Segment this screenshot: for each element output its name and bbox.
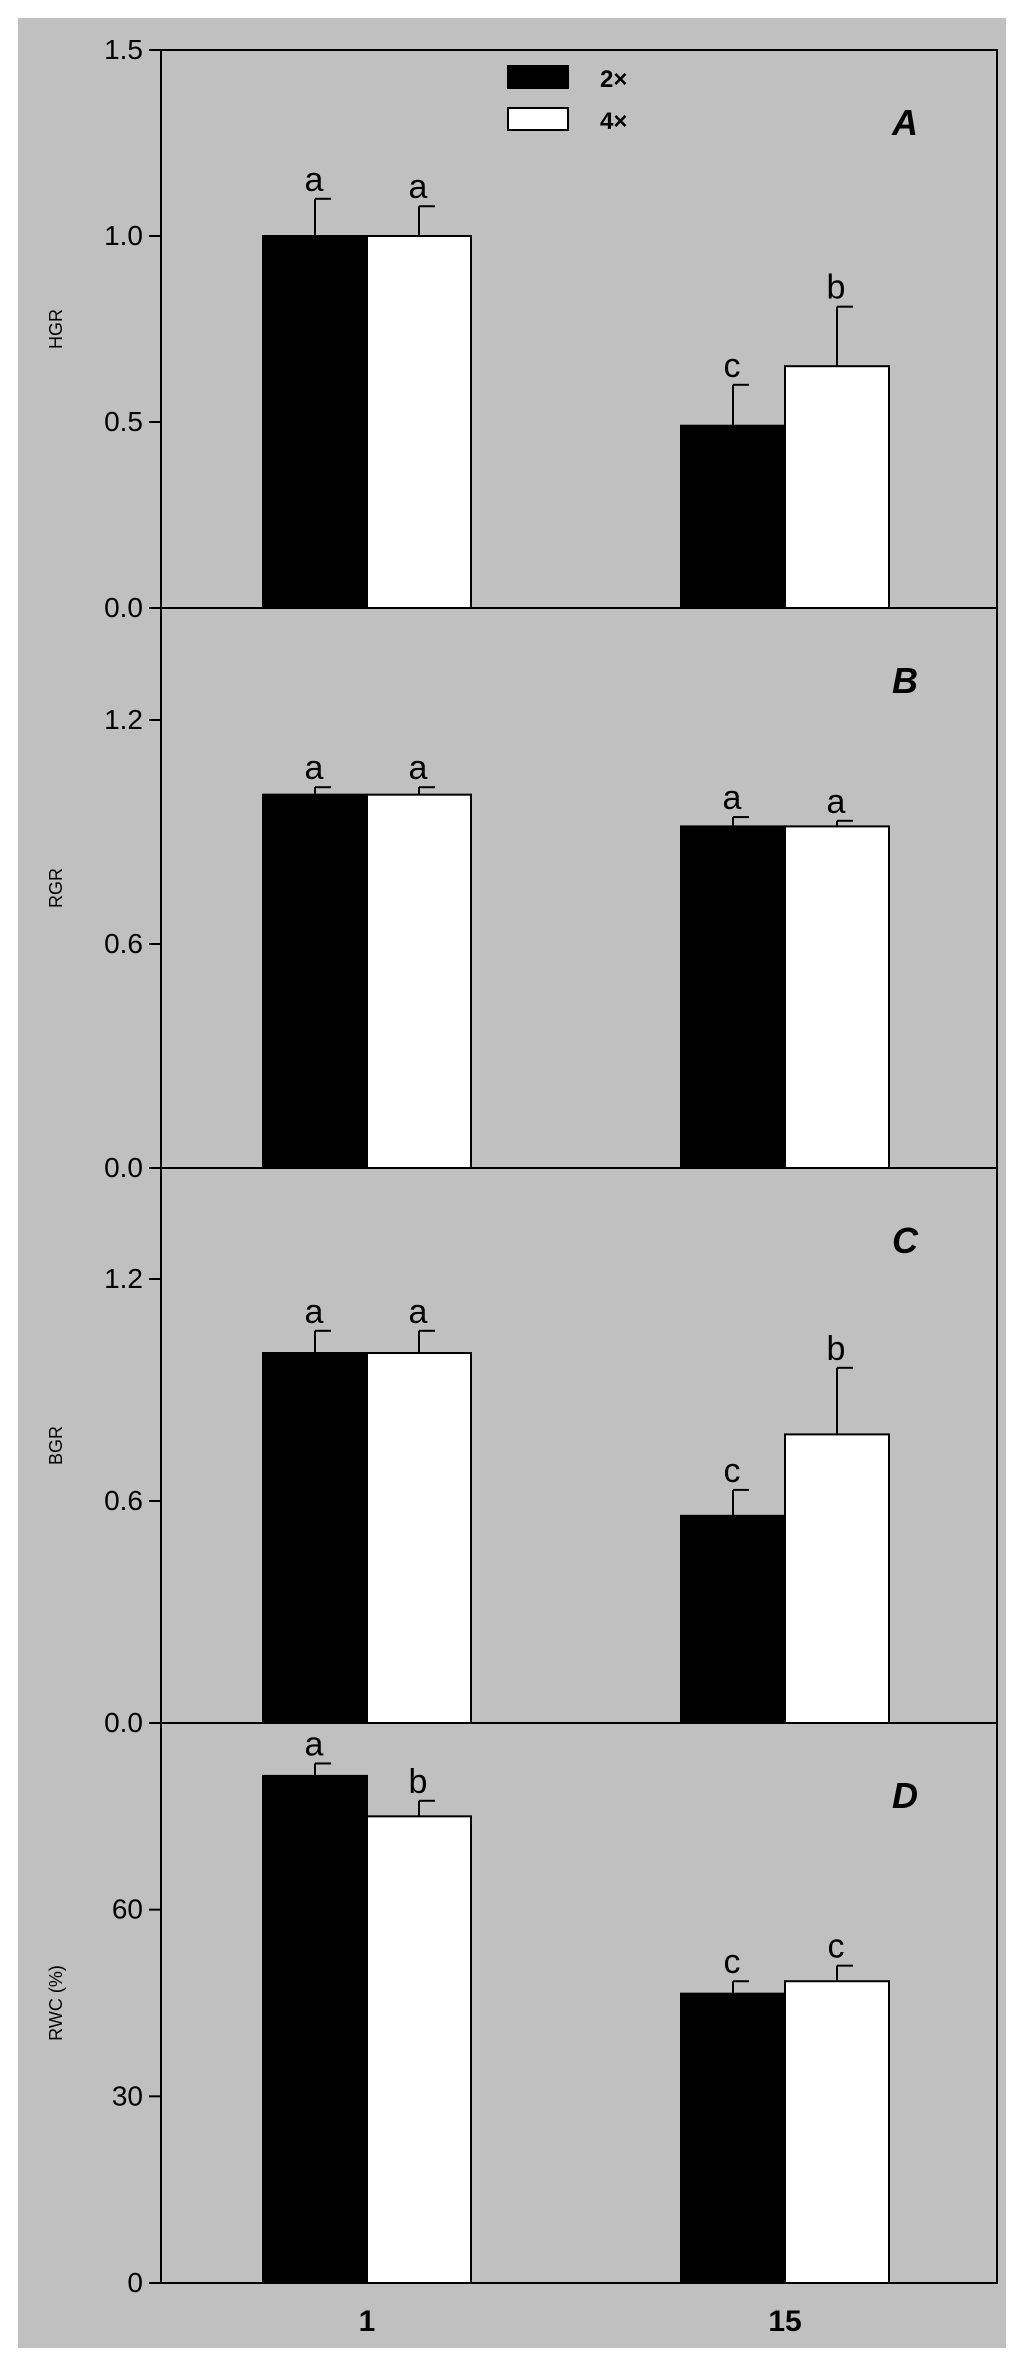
significance-letter: a (409, 1293, 428, 1331)
y-axis-label: RGR (46, 868, 66, 908)
y-tick-label: 0.0 (104, 1152, 143, 1183)
panel-letter: D (892, 1775, 918, 1816)
legend-label-4x: 4× (600, 108, 627, 135)
bar (784, 1980, 890, 2284)
legend-swatch-2x (507, 65, 569, 89)
bar (680, 1992, 786, 2284)
significance-letter: a (723, 779, 742, 817)
significance-letter: a (305, 749, 324, 787)
bar (784, 1433, 890, 1725)
significance-letter: a (305, 1293, 324, 1331)
y-axis-label: HGR (46, 309, 66, 349)
y-axis-label: BGR (46, 1426, 66, 1465)
x-tick-label: 1 (359, 2305, 376, 2338)
significance-letter: c (828, 1928, 845, 1966)
bar (366, 235, 472, 609)
y-tick-label: 1.5 (104, 34, 143, 65)
significance-letter: c (724, 1452, 741, 1490)
bar (680, 1514, 786, 1725)
bar (680, 825, 786, 1170)
y-tick-label: 0.0 (104, 592, 143, 623)
y-axis-label: RWC (%) (46, 1965, 66, 2041)
significance-letter: a (305, 161, 324, 199)
legend: 2× 4× (507, 65, 627, 135)
y-tick-label: 30 (112, 2080, 143, 2111)
y-tick-label: 0.5 (104, 406, 143, 437)
significance-letter: a (827, 783, 846, 821)
bar (784, 365, 890, 610)
bar (262, 1352, 368, 1724)
plot-frame (160, 1722, 998, 2284)
panel-c: 0.0 0.6 1.2 BGR Ca a c b (46, 1167, 998, 1738)
panel-a: 0.0 0.5 1.0 1.5 HGR Aa a c b (46, 34, 998, 623)
bar (262, 235, 368, 609)
bar (262, 793, 368, 1170)
bar (262, 1774, 368, 2285)
significance-letter: a (305, 1725, 324, 1763)
significance-letter: a (409, 168, 428, 206)
panel-d: 0 30 60 RWC (%) Da b c c (46, 1722, 998, 2298)
y-tick-label: 0 (127, 2267, 143, 2298)
y-tick-label: 0.6 (104, 928, 143, 959)
legend-swatch-4x (507, 107, 569, 131)
panel-letter: C (892, 1220, 919, 1261)
bar (366, 1815, 472, 2285)
significance-letter: c (724, 347, 741, 385)
significance-letter: b (827, 269, 846, 307)
bar (366, 793, 472, 1170)
panel-b: 0.0 0.6 1.2 RGR Ba a a a (46, 607, 998, 1183)
legend-label-2x: 2× (600, 66, 627, 93)
legend-entry-2x: 2× (507, 65, 627, 93)
legend-entry-4x: 4× (507, 107, 627, 135)
y-tick-label: 1.2 (104, 704, 143, 735)
significance-letter: b (409, 1763, 428, 1801)
bar (680, 424, 786, 609)
panel-letter: B (892, 660, 918, 701)
y-tick-label: 1.0 (104, 220, 143, 251)
panel-letter: A (891, 102, 918, 143)
significance-letter: a (409, 749, 428, 787)
y-tick-label: 1.2 (104, 1263, 143, 1294)
y-tick-label: 60 (112, 1894, 143, 1925)
bar (784, 825, 890, 1170)
bar (366, 1352, 472, 1724)
significance-letter: c (724, 1943, 741, 1981)
x-tick-label: 15 (768, 2305, 801, 2338)
y-tick-label: 0.6 (104, 1485, 143, 1516)
y-tick-label: 0.0 (104, 1707, 143, 1738)
significance-letter: b (827, 1330, 846, 1368)
